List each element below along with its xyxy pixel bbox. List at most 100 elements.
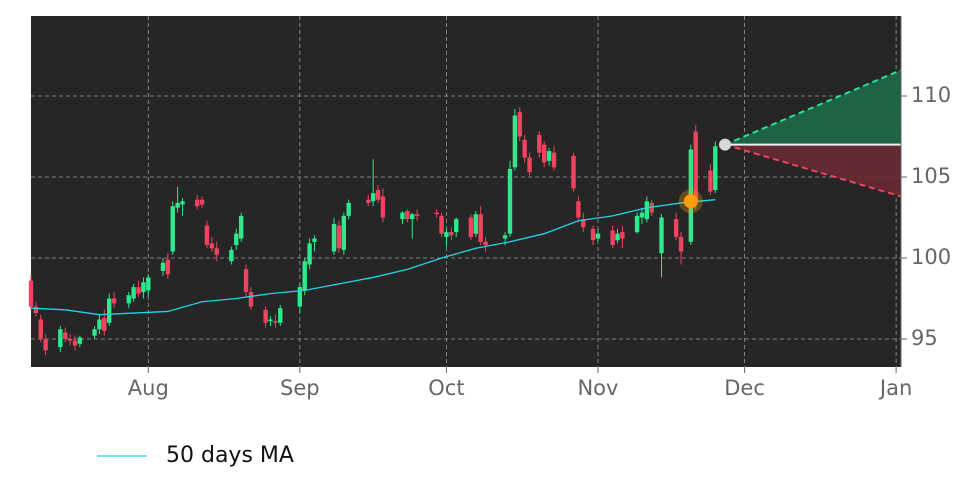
ma-line xyxy=(30,199,716,316)
candle-body xyxy=(194,199,200,207)
candle-body xyxy=(708,170,713,192)
candle-body xyxy=(649,202,654,213)
candle-body xyxy=(615,233,620,241)
x-tick-label: Nov xyxy=(577,376,618,400)
candle-body xyxy=(141,282,146,293)
candle-body xyxy=(414,214,420,216)
lower-line xyxy=(724,143,902,198)
candle-body xyxy=(229,249,234,262)
candle-body xyxy=(512,115,518,168)
candle-body xyxy=(77,337,83,344)
candle-body xyxy=(673,219,679,237)
candle-body xyxy=(551,152,557,168)
candle-body xyxy=(454,219,459,233)
candle-body xyxy=(478,214,483,242)
candle-body xyxy=(366,199,371,203)
candle-body xyxy=(346,202,351,216)
candle-body xyxy=(238,215,244,239)
candle-body xyxy=(468,217,474,237)
candle-body xyxy=(537,134,542,153)
candle-body xyxy=(107,298,112,323)
candle-body xyxy=(713,146,718,190)
candle-body xyxy=(444,232,449,237)
candle-body xyxy=(546,151,552,161)
candle-body xyxy=(33,306,39,314)
legend-label: 50 days MA xyxy=(166,443,294,468)
candle-body xyxy=(380,196,386,218)
candle-body xyxy=(610,230,615,246)
candle-body xyxy=(131,287,136,299)
y-tick-label: 105 xyxy=(911,164,951,188)
candle-body xyxy=(405,211,410,220)
candle-body xyxy=(43,338,48,351)
candle-body xyxy=(644,201,650,220)
candle-body xyxy=(204,225,210,246)
candle-body xyxy=(102,317,107,331)
candle-body xyxy=(234,233,239,246)
candle-body xyxy=(434,212,439,215)
candle-body xyxy=(439,215,444,234)
candle-body xyxy=(209,243,215,249)
candle-body xyxy=(146,277,151,291)
candle-body xyxy=(542,144,547,163)
candle-body xyxy=(199,199,205,205)
candle-body xyxy=(58,329,63,348)
candle-body xyxy=(517,112,522,137)
candle-body xyxy=(302,261,307,291)
candle-body xyxy=(28,280,34,307)
candle-body xyxy=(336,225,342,249)
y-tick-label: 100 xyxy=(911,245,951,269)
candle-body xyxy=(136,287,141,294)
candle-body xyxy=(502,235,508,239)
candle-body xyxy=(72,340,78,346)
candle-body xyxy=(620,232,625,239)
candle-body xyxy=(678,236,684,252)
x-tick-label: Aug xyxy=(128,376,169,400)
candle-body xyxy=(97,319,102,330)
x-tick-label: Dec xyxy=(724,376,765,400)
candle-body xyxy=(111,298,117,304)
candle-body xyxy=(370,193,376,202)
candle-body xyxy=(331,223,337,252)
candle-body xyxy=(263,309,268,323)
signal-marker xyxy=(683,194,698,209)
candle-body xyxy=(92,329,97,336)
candle-body xyxy=(126,295,131,304)
candle-body xyxy=(278,308,283,323)
candle-body xyxy=(507,168,513,234)
candle-body xyxy=(297,287,303,307)
candle-body xyxy=(268,319,273,322)
candle-body xyxy=(312,238,317,242)
candle-body xyxy=(576,201,581,218)
candle-body xyxy=(341,215,347,250)
candle-body xyxy=(180,201,185,205)
candle-body xyxy=(175,202,180,208)
candle-body xyxy=(248,292,254,307)
candle-body xyxy=(522,139,527,158)
candle-body xyxy=(693,131,698,203)
x-tick-label: Jan xyxy=(878,376,912,400)
candle-body xyxy=(527,157,532,173)
candle-body xyxy=(160,262,166,271)
candle-body xyxy=(38,319,43,339)
candle-body xyxy=(214,248,219,255)
candle-body xyxy=(449,232,454,236)
candle-body xyxy=(634,215,640,233)
candle-body xyxy=(67,338,73,341)
candle-body xyxy=(639,212,645,218)
candle-body xyxy=(571,155,576,189)
x-tick-label: Oct xyxy=(428,376,464,400)
last-marker xyxy=(719,138,732,151)
plot-background xyxy=(31,16,901,367)
candle-body xyxy=(590,228,596,241)
candle-body xyxy=(595,233,601,239)
candle-body xyxy=(659,217,664,254)
candle-body xyxy=(170,206,175,252)
candle-body xyxy=(581,219,586,228)
candle-body xyxy=(165,259,171,275)
candle-body xyxy=(307,243,312,265)
candle-body xyxy=(400,212,405,220)
candle-body xyxy=(273,321,278,323)
candle-body xyxy=(375,189,381,200)
